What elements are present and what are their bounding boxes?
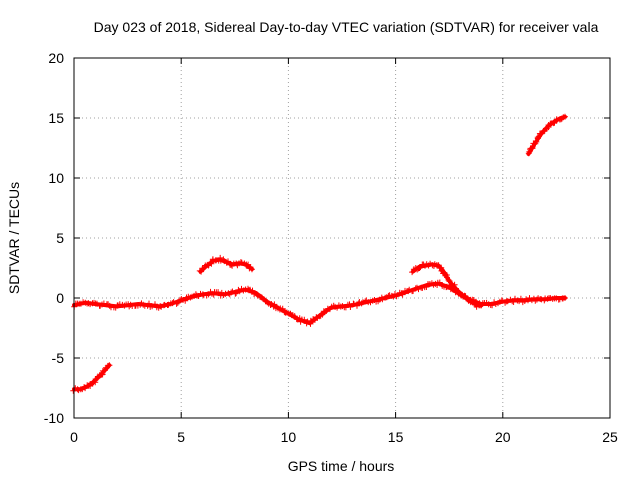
data-point: [478, 302, 485, 309]
data-point: [436, 279, 443, 286]
data-point: [228, 289, 235, 296]
y-tick-label: 20: [48, 50, 64, 66]
data-point: [347, 304, 354, 310]
data-point: [362, 298, 369, 305]
data-point: [510, 299, 517, 305]
data-point: [393, 293, 400, 300]
data-point: [199, 291, 206, 298]
data-point: [208, 260, 215, 267]
data-point: [379, 296, 386, 303]
data-point: [445, 277, 452, 283]
data-point: [313, 314, 320, 321]
data-point: [173, 300, 180, 307]
data-point: [89, 380, 96, 387]
data-point: [238, 259, 245, 266]
data-point: [330, 302, 337, 309]
data-point: [416, 265, 423, 271]
data-point: [235, 286, 242, 293]
data-point: [451, 281, 458, 288]
x-tick-label: 25: [602, 429, 618, 445]
series-arc-5: [525, 113, 568, 157]
grid-lines: [74, 58, 610, 418]
x-tick-label: 0: [70, 429, 78, 445]
data-point: [533, 138, 540, 145]
y-tick-label: -10: [44, 410, 64, 426]
data-point: [105, 362, 112, 369]
y-tick-label: 15: [48, 110, 64, 126]
data-point: [209, 256, 216, 263]
data-point: [152, 301, 158, 308]
data-point: [233, 290, 240, 297]
x-tick-label: 10: [281, 429, 297, 445]
data-series-layer: [70, 113, 568, 394]
data-point: [544, 295, 551, 302]
data-point: [525, 150, 532, 157]
data-point: [225, 290, 232, 297]
data-point: [169, 300, 176, 307]
data-point: [106, 362, 113, 369]
series-arc-3: [196, 254, 255, 275]
data-point: [358, 300, 365, 307]
data-point: [517, 295, 524, 302]
x-tick-label: 15: [388, 429, 404, 445]
series-arc-4: [409, 260, 485, 310]
data-point: [470, 298, 477, 305]
series-arc-1: [70, 362, 113, 394]
data-point: [232, 290, 239, 297]
data-point: [81, 384, 88, 391]
axis-ticks: 0 5 10 15 20 25 -10 -5 0 5 10 15 20: [44, 50, 618, 445]
data-point: [350, 301, 357, 307]
data-point: [271, 301, 278, 308]
y-tick-label: 5: [56, 230, 64, 246]
data-point: [538, 296, 545, 303]
data-point: [106, 302, 113, 309]
data-point: [215, 289, 222, 296]
data-point: [217, 254, 224, 261]
data-point: [406, 286, 413, 293]
data-point: [561, 295, 568, 301]
data-point: [205, 261, 212, 268]
data-point: [225, 258, 231, 265]
data-point: [223, 259, 230, 266]
x-tick-label: 20: [495, 429, 511, 445]
data-point: [398, 290, 405, 297]
data-point: [529, 144, 536, 151]
data-point: [196, 267, 203, 274]
data-point: [561, 113, 568, 120]
data-point: [248, 266, 255, 273]
data-point: [399, 291, 406, 298]
data-point: [198, 268, 205, 275]
data-point: [534, 134, 541, 141]
data-point: [100, 300, 107, 307]
y-axis-label: SDTVAR / TECUs: [6, 182, 22, 294]
data-point: [279, 305, 286, 312]
data-point: [249, 287, 256, 294]
data-point: [217, 292, 224, 299]
data-point: [301, 316, 308, 323]
data-point: [116, 301, 123, 308]
data-point: [182, 297, 189, 304]
data-point: [228, 261, 235, 268]
data-point: [102, 367, 108, 374]
series-arc-2: [71, 279, 568, 327]
y-tick-label: 10: [48, 170, 64, 186]
data-point: [267, 302, 274, 308]
y-tick-label: 0: [56, 290, 64, 306]
data-point: [415, 286, 422, 293]
y-tick-label: -5: [52, 350, 65, 366]
data-point: [412, 285, 419, 292]
x-tick-label: 5: [177, 429, 185, 445]
data-point: [246, 265, 253, 272]
chart-title: Day 023 of 2018, Sidereal Day-to-day VTE…: [94, 19, 599, 35]
x-axis-label: GPS time / hours: [288, 458, 395, 474]
data-point: [157, 303, 164, 310]
data-point: [237, 259, 244, 266]
data-point: [146, 300, 152, 307]
